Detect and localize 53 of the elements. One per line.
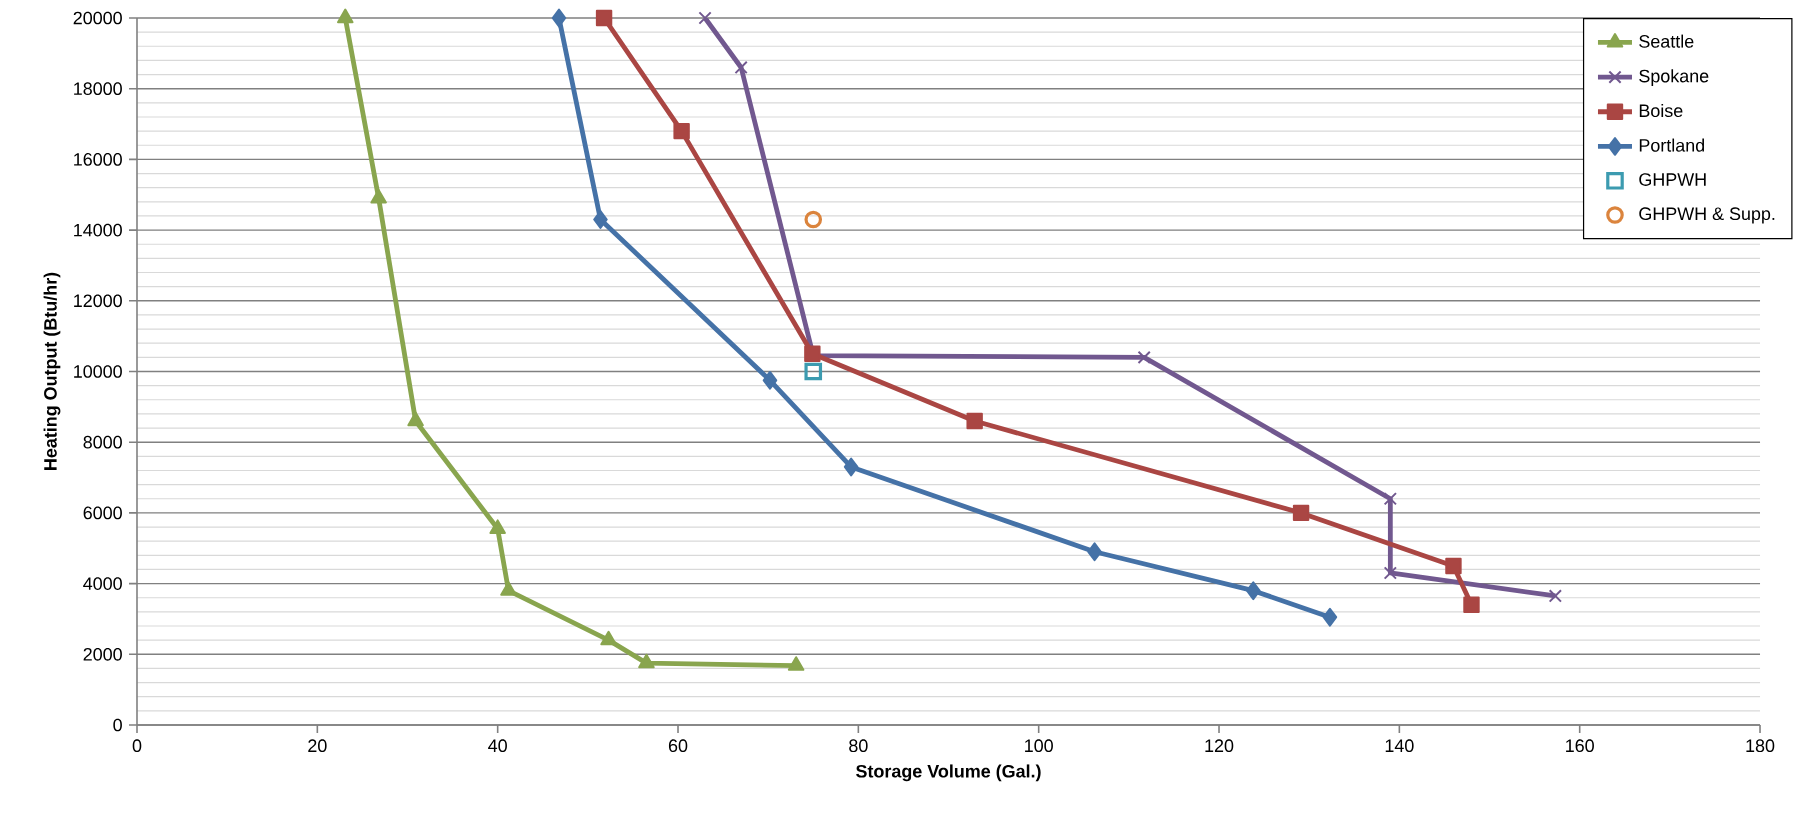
point [804, 210, 823, 229]
point [407, 411, 424, 427]
y-tick-label: 8000 [83, 435, 122, 449]
point [673, 122, 690, 140]
x-tick-label: 100 [1025, 739, 1053, 753]
point [698, 11, 712, 25]
point [1087, 542, 1102, 562]
y-tick-label: 16000 [74, 153, 122, 166]
y-tick-label: 4000 [83, 577, 122, 590]
legend-label: Portland [1639, 138, 1704, 152]
point [1245, 581, 1261, 601]
y-tick-label: 14000 [74, 223, 122, 237]
x-tick-label: 0 [132, 739, 142, 753]
point [762, 370, 778, 390]
y-tick-label: 0 [113, 718, 122, 732]
y-tick-label: 2000 [83, 647, 122, 661]
y-tick-label: 18000 [74, 82, 122, 96]
point [1383, 492, 1397, 506]
point [1322, 607, 1338, 627]
legend-label: Seattle [1639, 34, 1694, 48]
legend-label: Boise [1639, 103, 1683, 118]
x-tick-label: 40 [488, 739, 507, 753]
point [1548, 589, 1562, 603]
point [593, 210, 608, 229]
x-tick-label: 140 [1385, 739, 1414, 753]
point [337, 8, 354, 24]
y-tick-label: 20000 [73, 11, 122, 25]
y-tick-label: 12000 [74, 294, 122, 308]
x-tick-label: 60 [668, 739, 688, 753]
x-tick-label: 180 [1746, 739, 1775, 753]
point [843, 457, 859, 477]
legend-label: GHPWH & Supp. [1639, 207, 1775, 224]
legend-label: GHPWH [1639, 173, 1706, 186]
point [595, 9, 613, 27]
point [489, 519, 506, 535]
y-axis-title: Heating Output (Btu/hr) [43, 272, 61, 470]
point [1383, 566, 1397, 580]
point [1292, 504, 1310, 522]
point [734, 60, 748, 75]
point [966, 412, 983, 430]
point [551, 8, 567, 28]
y-tick-label: 10000 [74, 365, 122, 378]
x-tick-label: 20 [308, 739, 327, 753]
x-tick-label: 160 [1566, 739, 1594, 753]
x-axis-title: Storage Volume (Gal.) [856, 764, 1041, 782]
point [1463, 596, 1480, 614]
legend-label: Spokane [1639, 69, 1709, 86]
point [1137, 350, 1151, 365]
point [1445, 557, 1462, 575]
x-tick-label: 120 [1205, 739, 1234, 753]
point [804, 362, 823, 381]
y-tick-label: 6000 [83, 506, 122, 520]
x-tick-label: 80 [849, 739, 868, 753]
